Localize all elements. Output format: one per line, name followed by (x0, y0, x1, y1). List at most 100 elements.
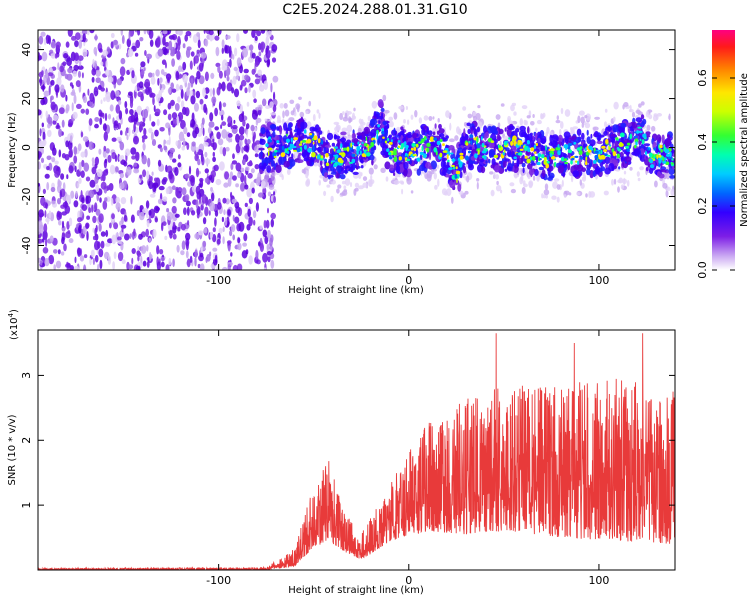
noise-speckle (140, 61, 146, 68)
noise-speckle (105, 242, 111, 247)
noise-speckle (75, 190, 78, 198)
noise-speckle (165, 187, 170, 195)
peak-speckle (587, 149, 592, 153)
noise-speckle (222, 266, 228, 270)
noise-speckle (66, 262, 71, 268)
peak-speckle (534, 151, 537, 154)
noise-speckle (99, 117, 103, 125)
noise-speckle (159, 77, 163, 84)
noise-speckle (194, 102, 199, 112)
halo-speckle (530, 121, 535, 126)
peak-speckle (524, 145, 528, 152)
noise-speckle (251, 110, 258, 120)
noise-speckle (38, 228, 41, 235)
peak-speckle (290, 137, 293, 143)
snr-y-label: SNR (10 * v/v) (7, 414, 18, 485)
noise-speckle (222, 102, 227, 108)
noise-speckle (167, 87, 172, 94)
noise-speckle (98, 248, 104, 258)
peak-speckle (442, 150, 448, 153)
noise-speckle (136, 121, 141, 126)
spectrogram-y-label: Frequency (Hz) (7, 112, 18, 188)
noise-speckle (207, 126, 212, 134)
noise-speckle (94, 117, 100, 122)
noise-speckle (120, 30, 123, 36)
band-speckle (459, 136, 467, 145)
noise-speckle (230, 162, 234, 171)
noise-speckle (195, 146, 199, 153)
peak-speckle (286, 151, 290, 154)
halo-speckle (410, 114, 414, 120)
noise-speckle (52, 120, 57, 125)
y-tick-label: 20 (20, 92, 33, 106)
noise-speckle (233, 88, 240, 98)
noise-speckle (221, 39, 225, 48)
noise-speckle (38, 212, 45, 217)
peak-speckle (594, 154, 599, 159)
chart-title: C2E5.2024.288.01.31.G10 (282, 2, 468, 18)
noise-speckle (94, 254, 99, 263)
band-speckle (516, 158, 520, 168)
noise-speckle (192, 184, 197, 193)
band-speckle (378, 120, 381, 124)
peak-speckle (641, 139, 645, 145)
noise-speckle (73, 200, 79, 208)
noise-speckle (57, 249, 61, 255)
noise-speckle (212, 227, 216, 233)
noise-speckle (251, 30, 258, 34)
y-tick-label: 2 (20, 437, 33, 444)
colorbar-tick-label: 0.2 (696, 197, 709, 215)
band-speckle (428, 146, 432, 155)
noise-speckle (91, 157, 95, 163)
halo-speckle (385, 176, 389, 182)
noise-speckle (257, 192, 264, 198)
peak-speckle (580, 156, 583, 160)
halo-speckle (622, 178, 627, 185)
noise-speckle (133, 135, 139, 145)
halo-speckle (588, 191, 592, 198)
peak-speckle (336, 149, 341, 154)
noise-speckle (253, 98, 257, 103)
noise-speckle (244, 138, 248, 145)
noise-speckle (92, 257, 95, 266)
noise-speckle (143, 30, 147, 35)
halo-speckle (662, 182, 668, 189)
band-speckle (660, 169, 667, 173)
noise-speckle (201, 156, 205, 166)
x-tick-label: -100 (206, 574, 231, 587)
noise-speckle (98, 213, 104, 224)
noise-speckle (221, 121, 227, 126)
noise-speckle (245, 166, 250, 172)
noise-speckle (225, 35, 231, 40)
noise-speckle (73, 155, 78, 164)
band-speckle (309, 158, 313, 166)
peak-speckle (570, 160, 573, 165)
halo-speckle (299, 111, 305, 118)
noise-speckle (77, 247, 81, 257)
noise-speckle (185, 30, 192, 37)
peak-speckle (554, 162, 557, 167)
noise-speckle (82, 136, 89, 142)
peak-speckle (585, 161, 588, 166)
noise-speckle (52, 114, 59, 121)
peak-speckle (307, 147, 312, 153)
noise-speckle (91, 76, 95, 83)
noise-speckle (74, 40, 79, 48)
peak-speckle (578, 150, 583, 155)
noise-speckle (103, 145, 107, 152)
noise-speckle (169, 229, 173, 239)
halo-speckle (637, 177, 641, 182)
band-speckle (444, 164, 451, 169)
noise-speckle (251, 187, 255, 194)
band-speckle (519, 130, 525, 138)
peak-speckle (422, 153, 427, 159)
halo-speckle (628, 109, 634, 113)
peak-speckle (504, 140, 509, 143)
noise-speckle (165, 264, 170, 270)
band-speckle (393, 127, 396, 134)
peak-speckle (412, 154, 417, 157)
noise-speckle (133, 228, 136, 237)
peak-speckle (368, 140, 371, 143)
noise-speckle (86, 231, 89, 241)
noise-speckle (77, 182, 80, 188)
